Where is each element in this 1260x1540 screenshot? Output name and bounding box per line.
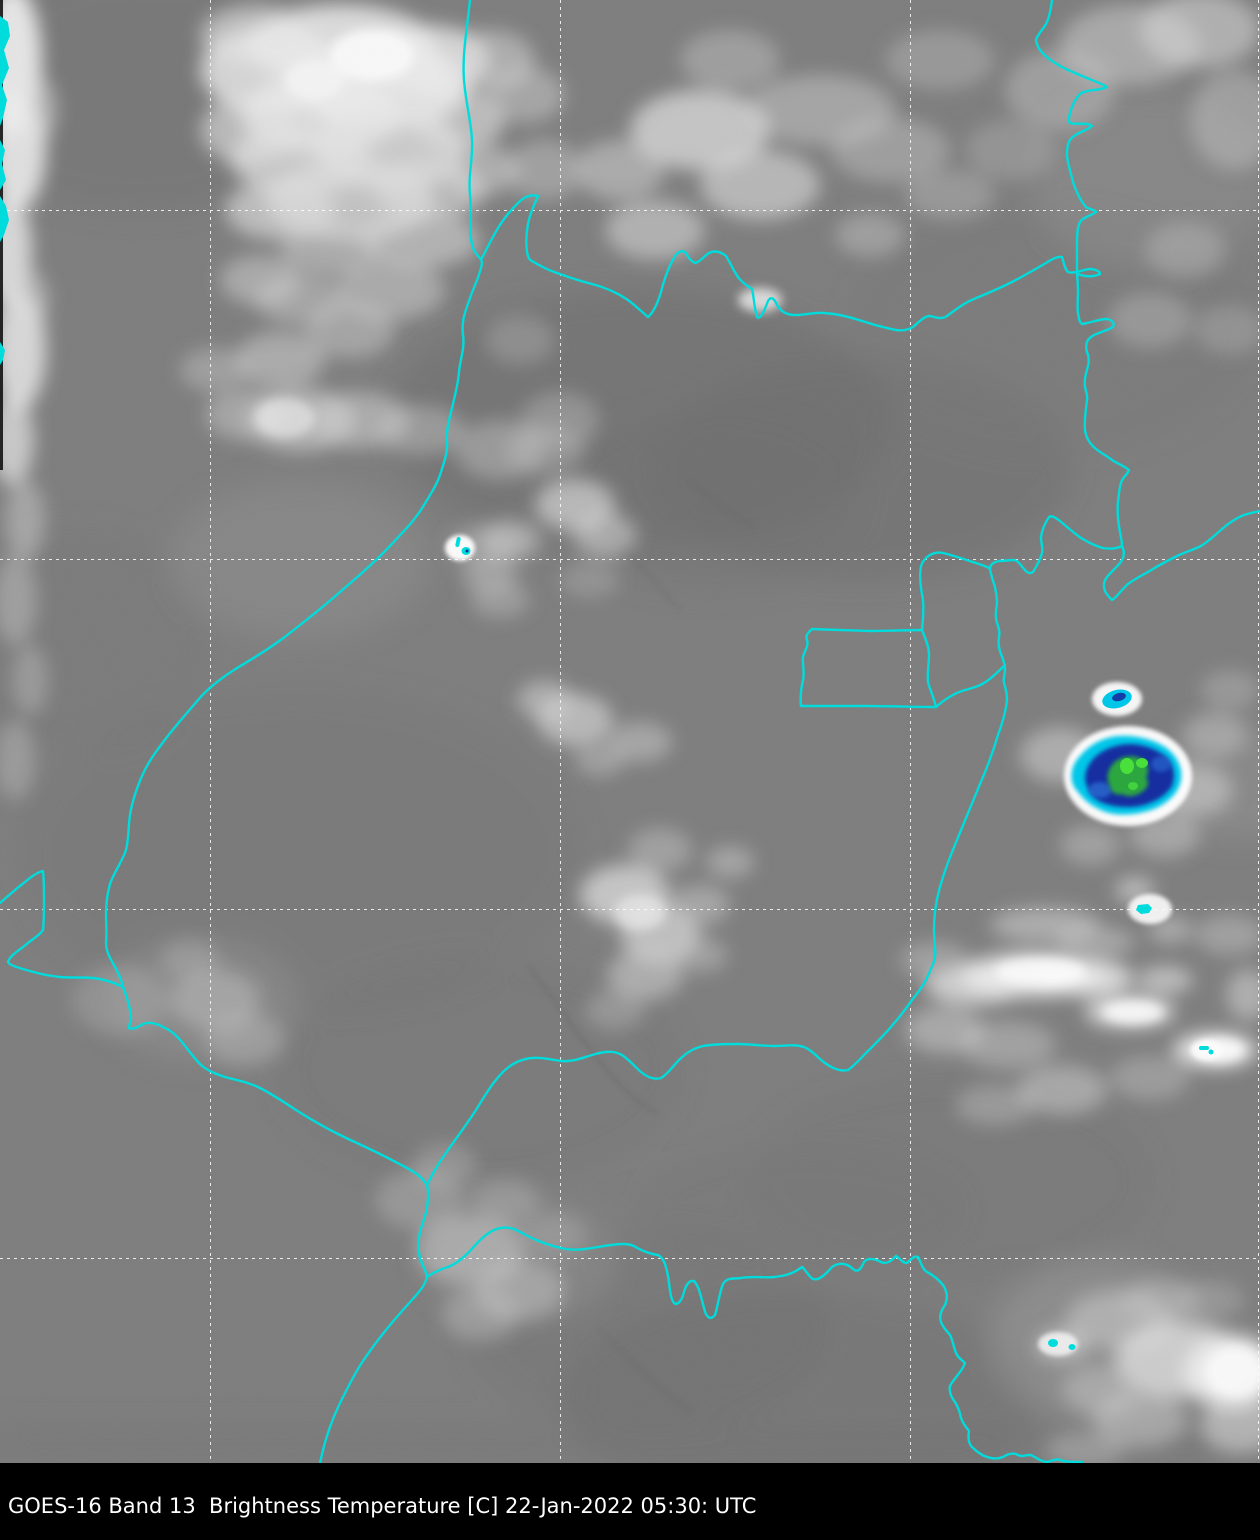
state-boundary-lines <box>0 0 1260 1463</box>
boundary-df-north-connector <box>918 551 992 632</box>
boundary-south <box>425 1226 1084 1463</box>
cold-cloud-cells <box>445 535 1223 1356</box>
boundary-north <box>480 194 1102 332</box>
satellite-map <box>0 0 1260 1463</box>
cold-cloud-cell-main <box>1071 735 1182 815</box>
boundary-df-rectangle <box>799 627 938 709</box>
left-edge-cold-slivers <box>0 16 10 365</box>
cold-specks <box>455 537 1214 1350</box>
goes16-band13-image <box>0 0 1260 1463</box>
boundary-branch-east <box>1102 509 1260 602</box>
boundary-east <box>1034 0 1131 548</box>
cold-cloud-cell-small <box>1102 689 1132 709</box>
latlon-gridlines <box>0 0 1260 1463</box>
caption-text: GOES-16 Band 13 Brightness Temperature [… <box>8 1494 757 1518</box>
boundary-west-loop <box>0 869 125 989</box>
boundary-df-east-connector <box>934 663 1007 709</box>
caption-bar: GOES-16 Band 13 Brightness Temperature [… <box>0 1463 1260 1540</box>
image-grain <box>0 0 1260 1463</box>
boundary-araguaia-river <box>104 0 484 1463</box>
boundary-southeast-diagonal <box>425 515 1124 1187</box>
